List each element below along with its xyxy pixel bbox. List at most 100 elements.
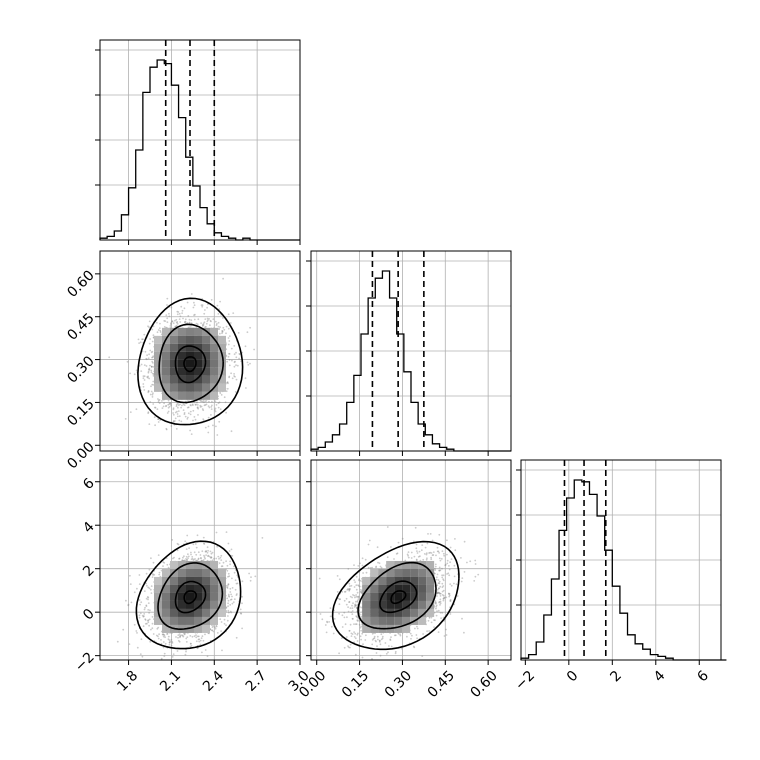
scatter-point <box>332 632 335 635</box>
density-cell <box>186 592 194 601</box>
scatter-point <box>201 304 204 306</box>
density-cell <box>210 616 218 625</box>
scatter-point <box>204 633 206 636</box>
scatter-point <box>249 579 252 582</box>
density-cell <box>162 375 170 384</box>
scatter-point <box>145 604 148 607</box>
scatter-point <box>441 576 444 579</box>
scatter-point <box>184 321 186 324</box>
scatter-point <box>448 574 451 577</box>
scatter-point <box>442 598 445 600</box>
density-cell <box>210 343 218 352</box>
scatter-point <box>178 419 181 422</box>
pair-panel-1 <box>95 459 301 665</box>
scatter-point <box>185 558 187 560</box>
scatter-point <box>133 591 136 594</box>
scatter-point <box>376 546 379 549</box>
scatter-point <box>227 313 230 316</box>
density-cell <box>402 608 411 617</box>
scatter-point <box>209 319 212 322</box>
scatter-point <box>389 638 392 641</box>
scatter-point <box>152 574 154 576</box>
scatter-point <box>350 632 353 635</box>
scatter-point <box>220 554 223 557</box>
scatter-point <box>180 305 183 308</box>
scatter-point <box>204 309 206 311</box>
scatter-point <box>406 635 408 638</box>
scatter-point <box>324 624 327 626</box>
scatter-point <box>227 615 229 617</box>
scatter-point <box>166 317 169 320</box>
scatter-point <box>193 635 196 638</box>
density-cell <box>186 383 194 392</box>
scatter-point <box>191 556 194 558</box>
scatter-point <box>207 554 210 557</box>
scatter-point <box>236 582 239 585</box>
scatter-point <box>166 633 168 635</box>
scatter-point <box>212 625 215 627</box>
scatter-point <box>180 406 182 409</box>
scatter-point <box>200 405 203 408</box>
scatter-point <box>196 534 199 537</box>
scatter-point <box>356 599 359 602</box>
scatter-point <box>220 621 223 623</box>
scatter-point <box>198 638 201 641</box>
scatter-point <box>227 542 230 545</box>
scatter-point <box>182 403 185 406</box>
scatter-point <box>150 557 152 560</box>
scatter-point <box>203 554 205 557</box>
scatter-point <box>357 632 359 635</box>
scatter-point <box>246 331 249 334</box>
scatter-point <box>163 320 166 322</box>
density-cell <box>210 367 218 376</box>
density-cell <box>410 568 419 577</box>
scatter-point <box>390 636 392 638</box>
scatter-point <box>193 551 196 554</box>
scatter-point <box>230 548 233 551</box>
scatter-point <box>356 633 359 636</box>
scatter-point <box>230 593 233 596</box>
scatter-point <box>151 576 154 578</box>
scatter-point <box>222 277 224 280</box>
contour-1-0 <box>183 590 197 605</box>
scatter-point <box>349 585 351 587</box>
scatter-point <box>212 630 215 633</box>
scatter-point <box>218 420 221 423</box>
scatter-point <box>446 573 448 575</box>
scatter-point <box>162 405 165 408</box>
scatter-point <box>437 631 440 633</box>
scatter-point <box>186 406 189 409</box>
scatter-point <box>359 562 361 565</box>
scatter-point <box>437 582 440 585</box>
density-cell <box>426 592 435 601</box>
scatter-point <box>234 391 237 393</box>
scatter-point <box>168 403 171 405</box>
scatter-point <box>168 643 171 646</box>
density-cell <box>186 327 194 336</box>
scatter-point <box>443 596 445 599</box>
scatter-point <box>438 592 441 595</box>
scatter-point <box>200 557 202 559</box>
scatter-point <box>477 573 480 576</box>
contour-0-0 <box>183 356 197 373</box>
scatter-point <box>231 602 234 605</box>
scatter-point <box>196 635 199 638</box>
scatter-point <box>218 557 220 560</box>
scatter-point <box>338 598 341 601</box>
scatter-point <box>167 638 170 641</box>
scatter-point <box>196 404 199 406</box>
scatter-point <box>227 337 230 339</box>
scatter-point <box>460 580 463 583</box>
density-cell <box>170 351 178 360</box>
scatter-point <box>149 640 152 643</box>
scatter-point <box>215 624 218 627</box>
scatter-point <box>211 400 213 403</box>
pair-frame-1 <box>99 459 301 661</box>
scatter-point <box>166 412 169 414</box>
density-cell <box>386 560 395 569</box>
scatter-point <box>326 621 329 624</box>
scatter-point <box>238 357 241 360</box>
scatter-point <box>150 628 152 631</box>
scatter-point <box>215 404 218 406</box>
scatter-point <box>152 362 154 364</box>
